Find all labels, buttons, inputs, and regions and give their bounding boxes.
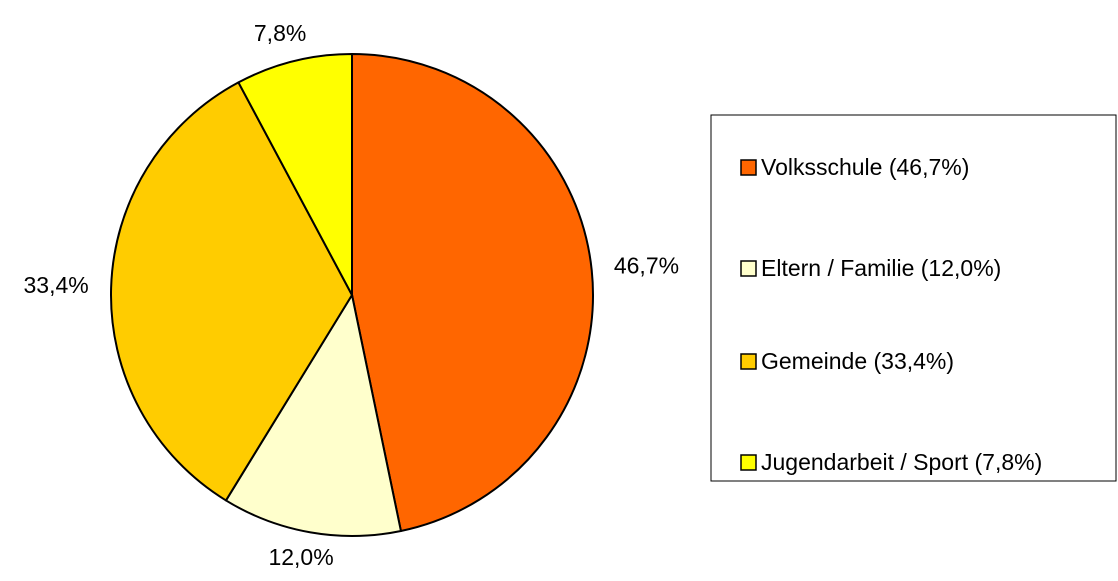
legend-label: Gemeinde (33,4%) bbox=[761, 348, 954, 374]
value-label: 33,4% bbox=[24, 272, 89, 298]
legend-swatch bbox=[740, 260, 757, 277]
legend-swatch bbox=[740, 353, 757, 370]
value-label: 7,8% bbox=[254, 20, 306, 46]
legend-label: Jugendarbeit / Sport (7,8%) bbox=[761, 449, 1042, 475]
pie-slice bbox=[351, 53, 594, 532]
value-label: 12,0% bbox=[268, 544, 333, 570]
legend-swatch bbox=[740, 454, 757, 471]
value-label: 46,7% bbox=[614, 253, 679, 279]
legend-swatch bbox=[740, 159, 757, 176]
pie-slice bbox=[224, 294, 402, 537]
legend-box bbox=[710, 114, 1117, 482]
pie-slice bbox=[110, 81, 353, 502]
legend-label: Eltern / Familie (12,0%) bbox=[761, 255, 1001, 281]
pie-slice bbox=[237, 53, 353, 296]
legend-label: Volksschule (46,7%) bbox=[761, 154, 969, 180]
